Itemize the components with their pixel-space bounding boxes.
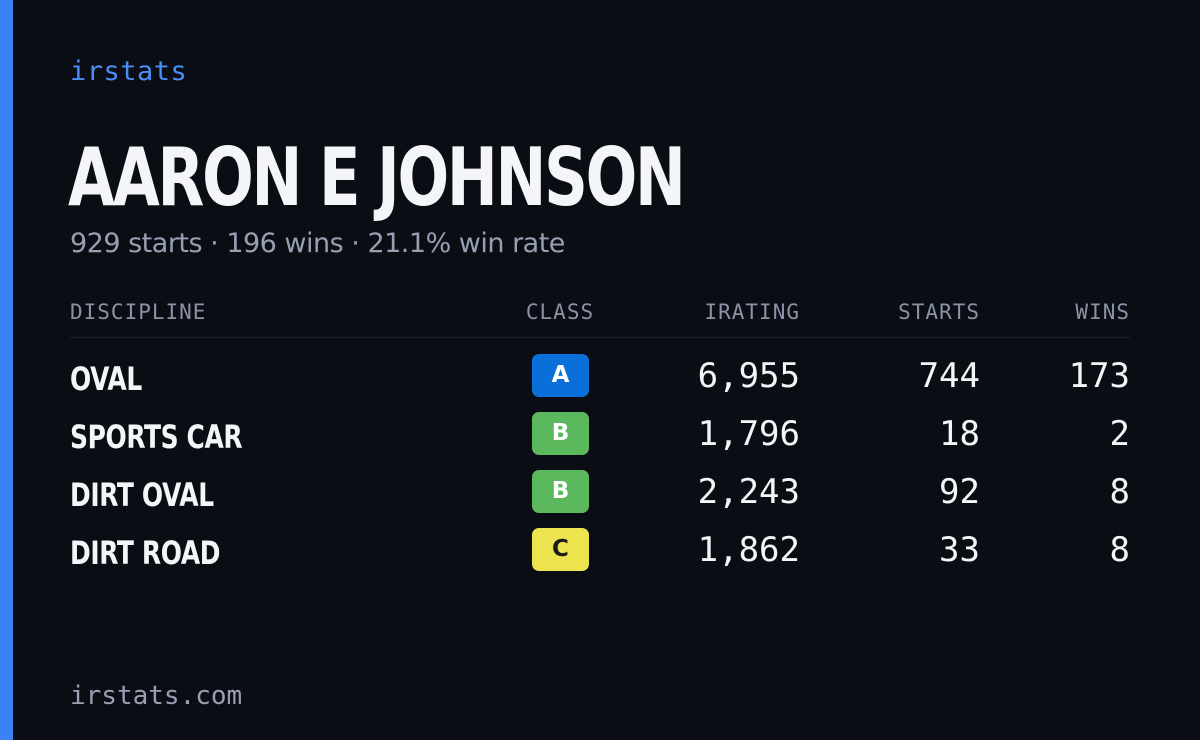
- table-body: OVAL A 6,955 744 173 SPORTS CAR B 1,796 …: [70, 354, 1130, 586]
- irating-value: 1,862: [697, 530, 800, 570]
- discipline-name: DIRT OVAL: [70, 476, 214, 514]
- wins-value: 173: [1068, 356, 1130, 396]
- footer-url: irstats.com: [70, 681, 243, 711]
- accent-bar: [0, 0, 13, 740]
- wins-value: 2: [1109, 414, 1130, 454]
- starts-value: 18: [939, 414, 980, 454]
- wins-value: 8: [1109, 472, 1130, 512]
- table-row: SPORTS CAR B 1,796 18 2: [70, 412, 1130, 470]
- driver-summary: 929 starts · 196 wins · 21.1% win rate: [70, 228, 565, 259]
- table-header: DISCIPLINE CLASS IRATING STARTS WINS: [70, 296, 1130, 338]
- brand-logo: irstats: [70, 56, 188, 87]
- irating-value: 1,796: [697, 414, 800, 454]
- stats-table: DISCIPLINE CLASS IRATING STARTS WINS OVA…: [70, 296, 1130, 572]
- class-badge: B: [532, 470, 589, 513]
- header-wins: WINS: [1075, 300, 1130, 324]
- header-irating: IRATING: [704, 300, 800, 324]
- discipline-name: DIRT ROAD: [70, 534, 221, 572]
- header-starts: STARTS: [898, 300, 980, 324]
- wins-value: 8: [1109, 530, 1130, 570]
- header-discipline: DISCIPLINE: [70, 300, 207, 324]
- irating-value: 2,243: [697, 472, 800, 512]
- irating-value: 6,955: [697, 356, 800, 396]
- discipline-name: OVAL: [70, 360, 142, 398]
- starts-value: 33: [939, 530, 980, 570]
- class-badge: B: [532, 412, 589, 455]
- discipline-name: SPORTS CAR: [70, 418, 243, 456]
- table-row: DIRT OVAL B 2,243 92 8: [70, 470, 1130, 528]
- table-row: DIRT ROAD C 1,862 33 8: [70, 528, 1130, 586]
- starts-value: 744: [918, 356, 980, 396]
- driver-name: AARON E JOHNSON: [68, 131, 686, 224]
- class-badge: C: [532, 528, 589, 571]
- table-row: OVAL A 6,955 744 173: [70, 354, 1130, 412]
- starts-value: 92: [939, 472, 980, 512]
- header-class: CLASS: [525, 300, 595, 324]
- class-badge: A: [532, 354, 589, 397]
